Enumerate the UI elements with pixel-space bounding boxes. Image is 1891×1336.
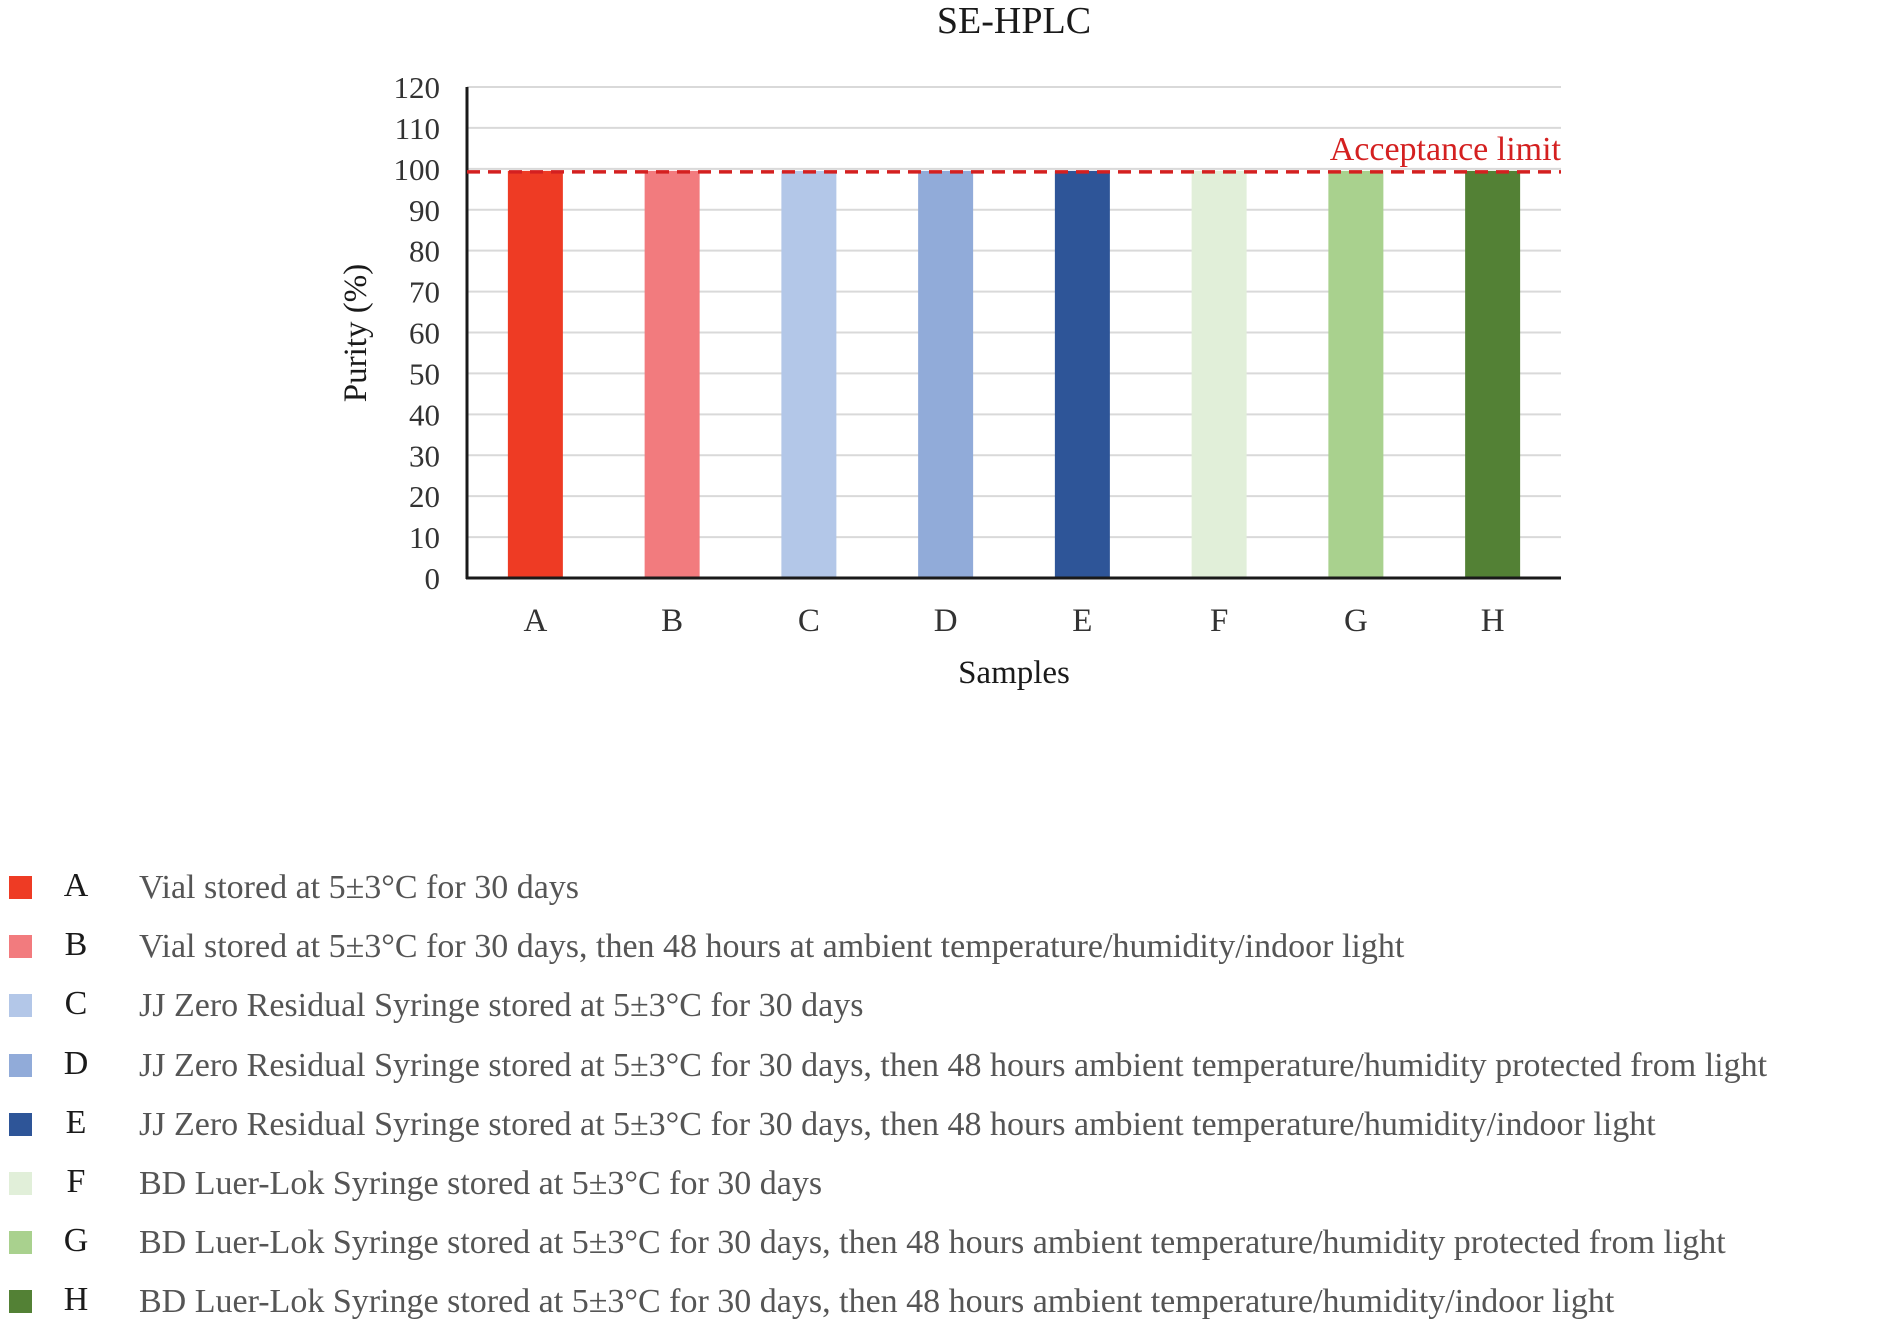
legend-swatch — [9, 1112, 32, 1136]
legend-description: Vial stored at 5±3°C for 30 days — [139, 869, 580, 906]
bar-b — [644, 170, 700, 579]
y-tick-label: 70 — [409, 275, 440, 310]
bar-g — [1328, 170, 1384, 579]
legend-description: Vial stored at 5±3°C for 30 days, then 4… — [139, 928, 1405, 966]
legend-swatch — [9, 1290, 32, 1314]
legend-swatch — [9, 994, 32, 1018]
legend-key: A — [63, 867, 89, 904]
bar-c — [781, 170, 837, 579]
legend-swatch — [9, 876, 32, 899]
x-tick-label: D — [934, 603, 958, 639]
legend-item-b: B Vial stored at 5±3°C for 30 days, then… — [0, 921, 1891, 980]
axes — [465, 87, 1561, 580]
x-tick-label: G — [1344, 603, 1368, 639]
y-axis-label: Purity (%) — [338, 264, 374, 402]
x-tick-label: C — [798, 603, 820, 639]
y-tick-label: 20 — [409, 479, 440, 514]
y-tick-label: 40 — [409, 397, 440, 432]
y-tick-label: 90 — [409, 193, 440, 228]
y-tick-label: 100 — [394, 152, 441, 187]
legend-description: BD Luer-Lok Syringe stored at 5±3°C for … — [139, 1164, 823, 1202]
legend-description: BD Luer-Lok Syringe stored at 5±3°C for … — [139, 1283, 1615, 1321]
x-tick-label: E — [1072, 603, 1092, 639]
y-tick-label: 50 — [409, 356, 440, 391]
legend-swatch — [9, 1171, 32, 1195]
legend-key: E — [65, 1103, 87, 1141]
y-tick-label: 0 — [425, 561, 441, 596]
bar-a — [507, 170, 563, 579]
legend-swatch — [9, 1231, 32, 1255]
legend-key: B — [64, 926, 88, 964]
legend-key: D — [63, 1044, 89, 1082]
x-tick-label: A — [523, 603, 547, 639]
legend-key: F — [66, 1162, 86, 1200]
legend-description: JJ Zero Residual Syringe stored at 5±3°C… — [139, 1105, 1656, 1143]
legend-item-f: F BD Luer-Lok Syringe stored at 5±3°C fo… — [0, 1158, 1891, 1217]
x-axis-label: Samples — [958, 655, 1070, 691]
y-tick-label: 80 — [409, 234, 440, 269]
y-tick-label: 110 — [395, 111, 440, 146]
x-tick-label: F — [1210, 603, 1228, 639]
legend-item-h: H BD Luer-Lok Syringe stored at 5±3°C fo… — [0, 1276, 1891, 1335]
y-tick-label: 10 — [409, 520, 440, 555]
legend-key: H — [63, 1281, 89, 1319]
y-tick-label: 120 — [394, 70, 441, 105]
x-tick-labels: A B C D E F G H — [523, 603, 1504, 639]
acceptance-limit-label: Acceptance limit — [1330, 131, 1562, 168]
legend-key: G — [63, 1222, 89, 1260]
x-tick-label: H — [1481, 603, 1505, 639]
y-tick-label: 60 — [409, 316, 440, 351]
legend-swatch — [9, 1053, 32, 1077]
bar-h — [1465, 170, 1521, 579]
bars — [507, 170, 1521, 579]
legend-description: JJ Zero Residual Syringe stored at 5±3°C… — [139, 987, 864, 1025]
legend-item-g: G BD Luer-Lok Syringe stored at 5±3°C fo… — [0, 1217, 1891, 1276]
bar-d — [918, 170, 974, 579]
legend-swatch — [9, 935, 32, 959]
legend-item-e: E JJ Zero Residual Syringe stored at 5±3… — [0, 1099, 1891, 1158]
bar-e — [1054, 170, 1110, 579]
legend: A Vial stored at 5±3°C for 30 days B Via… — [0, 862, 1891, 1336]
legend-item-c: C JJ Zero Residual Syringe stored at 5±3… — [0, 980, 1891, 1039]
x-tick-label: B — [661, 603, 683, 639]
legend-description: JJ Zero Residual Syringe stored at 5±3°C… — [139, 1046, 1768, 1084]
bar-f — [1191, 170, 1247, 579]
legend-description: BD Luer-Lok Syringe stored at 5±3°C for … — [139, 1224, 1726, 1262]
legend-item-a: A Vial stored at 5±3°C for 30 days — [0, 862, 1891, 921]
legend-item-d: D JJ Zero Residual Syringe stored at 5±3… — [0, 1040, 1891, 1099]
y-tick-labels: 0 10 20 30 40 50 60 70 80 90 100 110 120 — [394, 70, 441, 596]
chart: SE-HPLC 0 10 20 30 40 50 60 70 80 90 100 110 120 A B C… — [338, 0, 1562, 691]
y-tick-label: 30 — [409, 438, 440, 473]
chart-title: SE-HPLC — [937, 0, 1091, 42]
legend-key: C — [64, 985, 88, 1023]
acceptance-limit: Acceptance limit — [467, 131, 1562, 174]
